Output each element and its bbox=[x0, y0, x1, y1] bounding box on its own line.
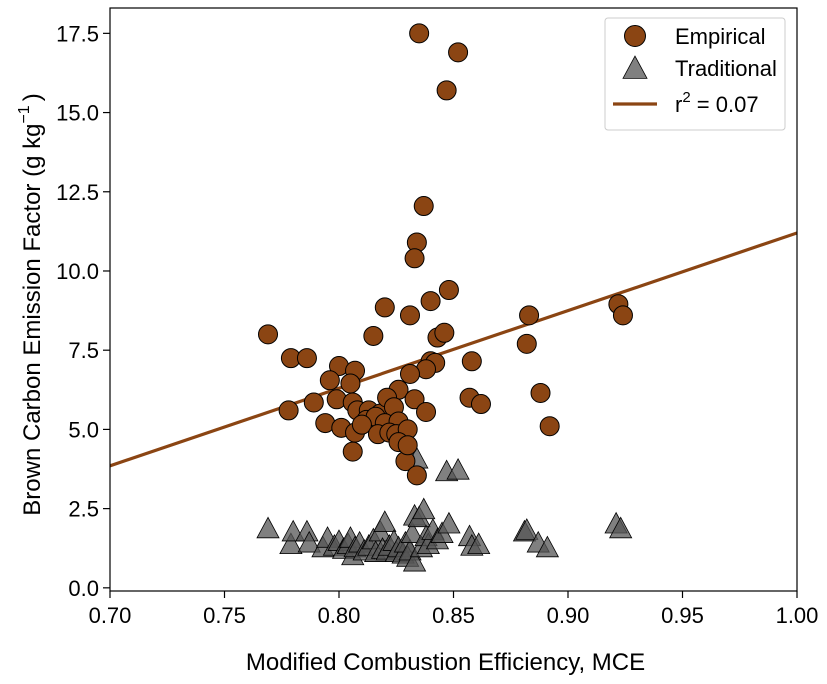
legend-label-fit-sup: 2 bbox=[682, 89, 690, 106]
traditional-point bbox=[515, 518, 539, 540]
traditional-point bbox=[256, 516, 280, 539]
empirical-point bbox=[303, 392, 324, 413]
empirical-point bbox=[374, 297, 395, 318]
traditional-point bbox=[412, 497, 436, 520]
empirical-point bbox=[258, 324, 279, 345]
empirical-point bbox=[406, 465, 427, 486]
legend-label-empirical: Empirical bbox=[675, 24, 765, 49]
empirical-point bbox=[397, 435, 418, 456]
empirical-point bbox=[420, 291, 441, 312]
y-axis-title-main: Brown Carbon Emission Factor (g kg bbox=[19, 124, 46, 516]
empirical-point bbox=[530, 382, 551, 403]
empirical-point bbox=[519, 305, 540, 326]
legend-label-traditional: Traditional bbox=[675, 56, 777, 81]
traditional-point bbox=[297, 530, 321, 553]
traditional-point bbox=[467, 532, 491, 555]
traditional-point bbox=[279, 532, 303, 555]
y-tick-label: 5.0 bbox=[68, 417, 99, 442]
empirical-point bbox=[416, 401, 437, 422]
empirical-point bbox=[363, 325, 384, 346]
legend-items bbox=[613, 25, 657, 106]
fit-line bbox=[110, 231, 797, 468]
x-tick-label: 0.90 bbox=[547, 603, 590, 628]
y-axis-title-close: ) bbox=[19, 93, 46, 101]
empirical-point bbox=[438, 279, 459, 300]
traditional-point bbox=[437, 511, 461, 534]
legend: Empirical Traditional r2 = 0.07 bbox=[604, 17, 786, 131]
x-tick-label: 0.85 bbox=[432, 603, 475, 628]
empirical-point bbox=[399, 363, 420, 384]
empirical-point bbox=[436, 80, 457, 101]
legend-label-fit-rest: = 0.07 bbox=[691, 92, 759, 117]
empirical-point bbox=[539, 416, 560, 437]
empirical-point bbox=[319, 370, 340, 391]
y-tick-label: 0.0 bbox=[68, 576, 99, 601]
empirical-point bbox=[342, 441, 363, 462]
empirical-point bbox=[434, 322, 455, 343]
traditional-point bbox=[608, 516, 633, 539]
empirical-point bbox=[296, 348, 317, 369]
y-axis-title: Brown Carbon Emission Factor (g kg−1) bbox=[16, 93, 46, 515]
y-axis-ticks: 0.0 2.5 5.0 7.5 10.0 12.5 15.0 17.5 bbox=[56, 21, 110, 601]
x-tick-label: 0.80 bbox=[318, 603, 361, 628]
y-tick-label: 15.0 bbox=[56, 101, 99, 126]
x-axis-ticks: 0.70 0.75 0.80 0.85 0.90 0.95 1.00 bbox=[89, 591, 819, 628]
legend-label-fit-main: r bbox=[675, 92, 682, 117]
x-tick-label: 0.70 bbox=[89, 603, 132, 628]
traditional-point bbox=[373, 510, 397, 532]
empirical-point bbox=[340, 373, 361, 394]
empirical-point bbox=[470, 394, 491, 415]
points-layer bbox=[256, 23, 633, 572]
empirical-point bbox=[413, 196, 434, 217]
empirical-point bbox=[351, 414, 372, 435]
empirical-point bbox=[404, 248, 425, 269]
x-tick-label: 1.00 bbox=[776, 603, 819, 628]
x-axis-title: Modified Combustion Efficiency, MCE bbox=[246, 649, 645, 676]
y-tick-label: 12.5 bbox=[56, 180, 99, 205]
y-axis-title-sup: −1 bbox=[16, 105, 33, 123]
traditional-point bbox=[402, 549, 427, 572]
y-tick-label: 10.0 bbox=[56, 259, 99, 284]
empirical-point bbox=[461, 351, 482, 372]
y-tick-label: 2.5 bbox=[68, 497, 99, 522]
traditional-point bbox=[446, 457, 470, 480]
empirical-point bbox=[516, 333, 537, 354]
traditional-point bbox=[535, 535, 560, 558]
empirical-point bbox=[409, 23, 430, 44]
x-tick-label: 0.95 bbox=[661, 603, 704, 628]
legend-marker-empirical bbox=[624, 25, 646, 47]
empirical-point bbox=[278, 400, 299, 421]
x-tick-label: 0.75 bbox=[203, 603, 246, 628]
legend-box bbox=[604, 17, 786, 131]
empirical-point bbox=[612, 305, 633, 326]
empirical-point bbox=[448, 42, 469, 63]
legend-label-fit: r2 = 0.07 bbox=[675, 89, 759, 117]
empirical-point bbox=[399, 305, 420, 326]
y-tick-label: 17.5 bbox=[56, 21, 99, 46]
fit-layer bbox=[110, 231, 797, 468]
legend-marker-traditional bbox=[622, 55, 648, 79]
y-tick-label: 7.5 bbox=[68, 338, 99, 363]
empirical-point bbox=[404, 389, 425, 410]
traditional-point bbox=[400, 521, 424, 543]
